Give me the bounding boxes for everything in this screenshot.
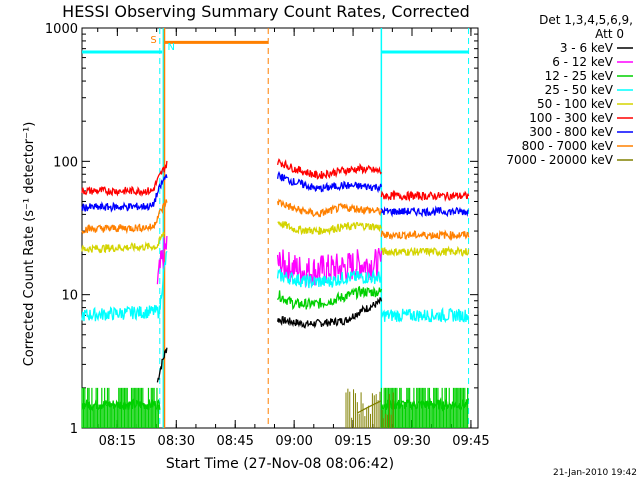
series-line [277, 221, 383, 236]
legend-label: 800 - 7000 keV [522, 139, 614, 153]
series-line [276, 198, 383, 218]
legend-label: 25 - 50 keV [545, 83, 614, 97]
legend-label: 6 - 12 keV [552, 55, 614, 69]
y-axis-label: Corrected Count Rate (s⁻¹ detector⁻¹) [22, 122, 37, 367]
series-line [276, 297, 383, 329]
series-line [380, 245, 470, 258]
series-line [380, 229, 470, 242]
x-axis-label: Start Time (27-Nov-08 08:06:42) [166, 456, 394, 472]
series-line [380, 205, 469, 218]
legend-header-line-1: Det 1,3,4,5,6,9, [539, 13, 633, 27]
series-line [276, 170, 383, 194]
series-line [156, 347, 168, 383]
series-line [276, 268, 383, 289]
legend-label: 50 - 100 keV [537, 97, 614, 111]
x-tick-label: 08:15 [99, 434, 136, 449]
series-line [81, 231, 166, 254]
series-line [357, 400, 382, 414]
series-line [276, 248, 383, 289]
legend-label: 12 - 25 keV [545, 69, 614, 83]
saa-label: S [150, 35, 156, 46]
chart-title: HESSI Observing Summary Count Rates, Cor… [62, 2, 470, 21]
series-line [81, 250, 168, 322]
legend-label: 100 - 300 keV [529, 111, 613, 125]
series-line [81, 174, 168, 213]
series-line [81, 160, 168, 197]
legend-label: 7000 - 20000 keV [506, 153, 613, 167]
plot-area: 1 10 100 1000 08:15 08:30 08:45 09:00 09:15 09:30… [45, 22, 633, 449]
series-line [81, 199, 168, 235]
timestamp-label: 21-Jan-2010 19:42 [553, 468, 637, 478]
plot-frame [81, 27, 479, 429]
x-tick-label: 08:45 [216, 434, 253, 449]
series-line [380, 189, 470, 203]
x-tick-label: 09:30 [393, 434, 430, 449]
series-line [277, 285, 383, 311]
legend-header-line-2: Att 0 [595, 27, 624, 41]
y-tick-label: 1 [70, 422, 78, 437]
x-tick-label: 08:30 [158, 434, 195, 449]
legend-label: 300 - 800 keV [529, 125, 613, 139]
series-line [380, 306, 470, 324]
x-tick-label: 09:00 [275, 434, 312, 449]
y-tick-label: 100 [53, 155, 78, 170]
series-line [276, 158, 382, 180]
y-tick-label: 1000 [45, 22, 78, 37]
series-line [156, 235, 168, 285]
legend-label: 3 - 6 keV [560, 41, 614, 55]
y-tick-label: 10 [61, 289, 78, 304]
night-label: N [168, 42, 175, 53]
x-tick-label: 09:45 [452, 434, 489, 449]
x-tick-label: 09:15 [334, 434, 371, 449]
